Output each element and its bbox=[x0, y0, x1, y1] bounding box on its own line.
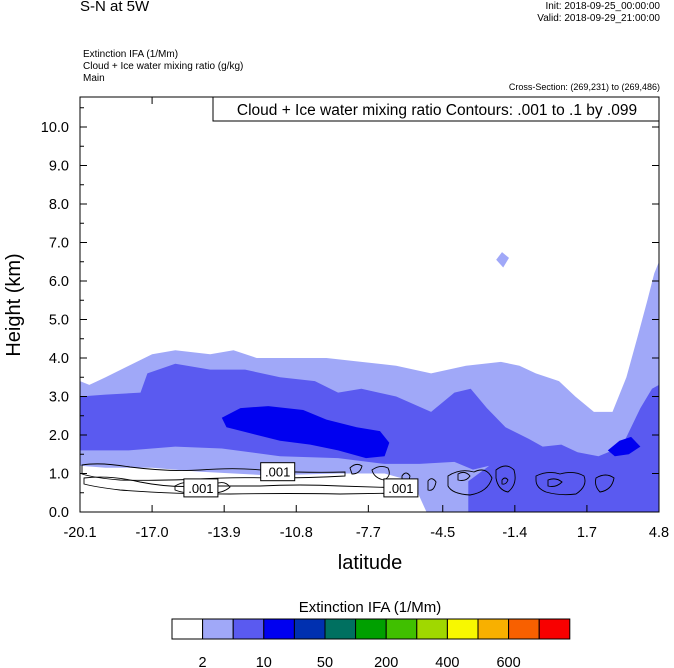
colorbar-swatch bbox=[263, 618, 295, 640]
y-axis-title: Height (km) bbox=[3, 253, 25, 356]
colorbar-swatch bbox=[416, 618, 448, 640]
svg-text:.001: .001 bbox=[188, 481, 213, 496]
y-tick-label: 8.0 bbox=[49, 197, 69, 213]
x-tick-label: -20.1 bbox=[63, 525, 96, 541]
contour-info-box: Cloud + Ice water mixing ratio Contours:… bbox=[212, 96, 660, 122]
colorbar-label: 200 bbox=[374, 655, 398, 668]
colorbar-label: 50 bbox=[317, 655, 333, 668]
contour-line bbox=[495, 465, 516, 493]
y-tick-label: 3.0 bbox=[49, 390, 69, 406]
colorbar-swatch bbox=[171, 618, 204, 640]
colorbar-swatch bbox=[446, 618, 479, 640]
x-axis-title: latitude bbox=[338, 552, 403, 574]
colorbar-swatch bbox=[538, 618, 571, 640]
colorbar-title: Extinction IFA (1/Mm) bbox=[299, 599, 442, 616]
x-tick-label: -7.7 bbox=[356, 525, 381, 541]
colorbar-swatch bbox=[477, 618, 510, 640]
colorbar-label: 600 bbox=[496, 655, 520, 668]
y-tick-label: 9.0 bbox=[49, 159, 69, 175]
contour-line bbox=[457, 471, 471, 481]
x-tick-label: -4.5 bbox=[430, 525, 455, 541]
x-tick-label: -1.4 bbox=[502, 525, 527, 541]
contour-line bbox=[535, 471, 586, 496]
init-time: Init: 2018-09-25_00:00:00 bbox=[545, 1, 660, 12]
contour-label-3: .001 bbox=[383, 478, 419, 498]
contour-info-text: Cloud + Ice water mixing ratio Contours:… bbox=[237, 102, 637, 119]
contour-label-2: .001 bbox=[260, 462, 296, 482]
field-label-extinction: Extinction IFA (1/Mm) bbox=[83, 49, 179, 60]
contour-label-1: .001 bbox=[183, 478, 219, 498]
y-tick-label: 6.0 bbox=[49, 274, 69, 290]
colorbar-swatch bbox=[385, 618, 418, 640]
extinction-fill-layer bbox=[80, 252, 659, 512]
colorbar-label: 10 bbox=[256, 655, 272, 668]
x-tick-label: -10.8 bbox=[280, 525, 313, 541]
extinction-region-3 bbox=[221, 406, 390, 459]
svg-text:.001: .001 bbox=[388, 481, 413, 496]
y-tick-label: 4.0 bbox=[49, 351, 69, 367]
colorbar-swatch bbox=[508, 618, 540, 640]
valid-time: Valid: 2018-09-29_21:00:00 bbox=[537, 13, 660, 24]
contour-line bbox=[349, 463, 363, 475]
colorbar-label: 400 bbox=[435, 655, 459, 668]
colorbar-swatch bbox=[202, 618, 234, 640]
contour-line bbox=[371, 465, 390, 481]
contour-line bbox=[81, 463, 346, 481]
cross-section-label: Cross-Section: (269,231) to (269,486) bbox=[508, 82, 660, 92]
x-tick-label: 1.7 bbox=[577, 525, 597, 541]
contour-line bbox=[547, 478, 563, 487]
y-tick-label: 2.0 bbox=[49, 428, 69, 444]
colorbar-label: 2 bbox=[199, 655, 207, 668]
colorbar-swatch bbox=[355, 618, 387, 640]
colorbar-swatch bbox=[324, 618, 357, 640]
contour-line bbox=[447, 469, 493, 496]
x-tick-label: -17.0 bbox=[136, 525, 169, 541]
colorbar: 2 10 50 200 400 600 bbox=[171, 618, 571, 668]
extinction-region-4 bbox=[607, 436, 641, 457]
x-tick-label: -13.9 bbox=[208, 525, 241, 541]
chart-title: S-N at 5W bbox=[80, 0, 150, 15]
y-tick-label: 7.0 bbox=[49, 236, 69, 252]
y-tick-label: 5.0 bbox=[49, 313, 69, 329]
contour-line bbox=[501, 477, 509, 485]
field-label-main: Main bbox=[83, 73, 105, 84]
contour-line bbox=[427, 478, 437, 491]
y-tick-label: 10.0 bbox=[41, 120, 69, 136]
contour-line bbox=[83, 476, 406, 495]
svg-text:.001: .001 bbox=[265, 465, 290, 480]
contour-line bbox=[595, 474, 615, 493]
extinction-region-5 bbox=[496, 252, 509, 268]
x-tick-label: 4.8 bbox=[649, 525, 669, 541]
y-tick-label: 0.0 bbox=[49, 505, 69, 521]
y-tick-label: 1.0 bbox=[49, 467, 69, 483]
field-label-mixing-ratio: Cloud + Ice water mixing ratio (g/kg) bbox=[83, 61, 244, 72]
colorbar-swatch bbox=[232, 618, 265, 640]
axes-layer: -20.1 -17.0 -13.9 -10.8 -7.7 -4.5 -1.4 1.7 4.8 0.… bbox=[41, 97, 669, 541]
colorbar-swatch bbox=[293, 618, 326, 640]
contour-label-layer: .001 .001 .001 bbox=[183, 462, 419, 498]
